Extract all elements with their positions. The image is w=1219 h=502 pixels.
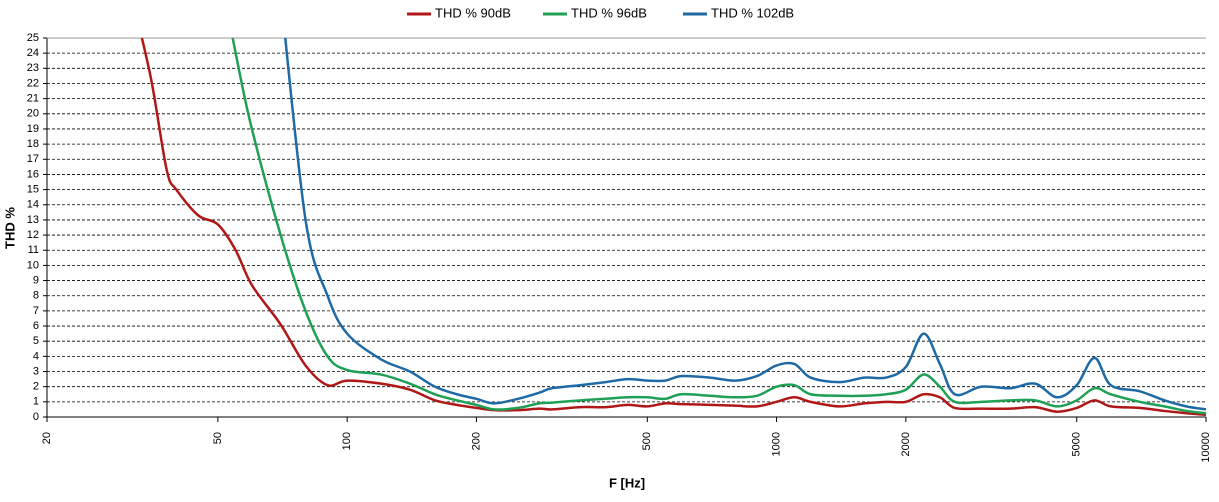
y-tick-label: 13 [27,214,39,226]
x-axis-title: F [Hz] [609,475,645,490]
y-tick-label: 18 [27,138,39,150]
y-tick-label: 15 [27,184,39,196]
y-tick-label: 23 [27,62,39,74]
y-tick-label: 25 [27,32,39,44]
y-tick-label: 21 [27,93,39,105]
y-tick-label: 6 [33,320,39,332]
y-tick-label: 7 [33,305,39,317]
y-tick-label: 4 [33,350,39,362]
x-tick-label: 100 [341,432,353,450]
legend-label: THD % 102dB [711,5,794,20]
x-tick-label: 1000 [770,432,782,456]
x-tick-label: 5000 [1071,432,1083,456]
x-tick-label: 2000 [900,432,912,456]
series-line [231,38,1207,415]
y-tick-label: 11 [28,244,39,256]
y-tick-label: 8 [33,290,39,302]
x-tick-label: 10000 [1200,432,1212,463]
plot-area [140,38,1207,416]
x-tick-label: 50 [212,432,224,444]
y-tick-label: 12 [27,229,39,241]
y-tick-label: 19 [27,123,39,135]
y-tick-label: 0 [33,411,39,423]
y-tick-label: 20 [27,108,39,120]
y-tick-label: 1 [33,396,39,408]
y-tick-label: 17 [27,153,39,165]
x-tick-label: 20 [41,432,53,444]
y-tick-label: 9 [33,274,39,286]
series-line [284,38,1207,411]
x-tick-label: 500 [641,432,653,450]
y-tick-label: 14 [27,199,39,211]
y-tick-label: 5 [33,335,39,347]
series-line [140,38,1207,416]
y-tick-label: 24 [27,47,39,59]
y-tick-label: 22 [27,77,39,89]
y-tick-label: 16 [27,168,39,180]
x-tick-label: 200 [470,432,482,450]
y-tick-label: 2 [33,381,39,393]
legend-label: THD % 96dB [571,5,647,20]
y-tick-label: 3 [33,365,39,377]
y-tick-label: 10 [27,259,39,271]
legend-label: THD % 90dB [435,5,511,20]
y-axis-title: THD % [2,207,17,249]
